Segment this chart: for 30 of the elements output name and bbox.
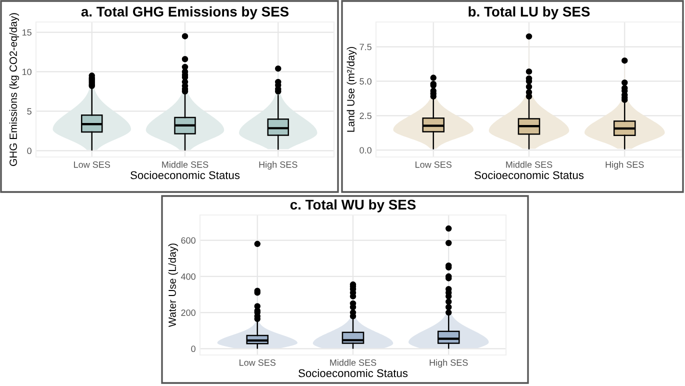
chart-title: b. Total LU by SES <box>468 6 590 20</box>
y-tick-label: 2.5 <box>360 112 372 120</box>
y-tick-label: 15 <box>22 29 32 36</box>
y-tick-label: 5 <box>27 108 32 115</box>
y-tick-label: 0.0 <box>360 147 372 154</box>
y-tick-label: 0 <box>191 346 196 352</box>
x-tick-label: Middle SES <box>330 359 376 366</box>
x-tick-label: Middle SES <box>506 161 552 168</box>
x-tick-label: Low SES <box>74 161 110 168</box>
y-tick-label: 200 <box>181 310 196 316</box>
x-tick-label: Low SES <box>240 359 276 366</box>
x-axis-title: Socioeconomic Status <box>474 170 584 180</box>
x-tick-label: High SES <box>430 359 468 368</box>
y-tick-label: 7.5 <box>360 44 372 50</box>
chart-title: c. Total WU by SES <box>290 199 416 212</box>
x-axis-title: Socioeconomic Status <box>298 368 408 378</box>
x-tick-label: High SES <box>259 161 298 170</box>
y-axis-title: Land Use (m²/day) <box>346 47 357 132</box>
x-tick-label: High SES <box>606 161 644 170</box>
y-axis-title: GHG Emissions (kg CO2-eq/day) <box>9 13 20 166</box>
y-tick-label: 0 <box>27 148 32 154</box>
x-tick-label: Middle SES <box>162 161 208 168</box>
y-tick-label: 10 <box>22 68 32 76</box>
y-tick-label: 5.0 <box>360 78 372 85</box>
y-tick-label: 400 <box>180 273 196 280</box>
x-axis-title: Socioeconomic Status <box>130 170 240 180</box>
y-tick-label: 600 <box>181 237 196 244</box>
chart-title: a. Total GHG Emissions by SES <box>81 6 289 20</box>
x-tick-label: Low SES <box>416 161 452 168</box>
y-axis-title: Water Use (L/day) <box>168 244 178 328</box>
